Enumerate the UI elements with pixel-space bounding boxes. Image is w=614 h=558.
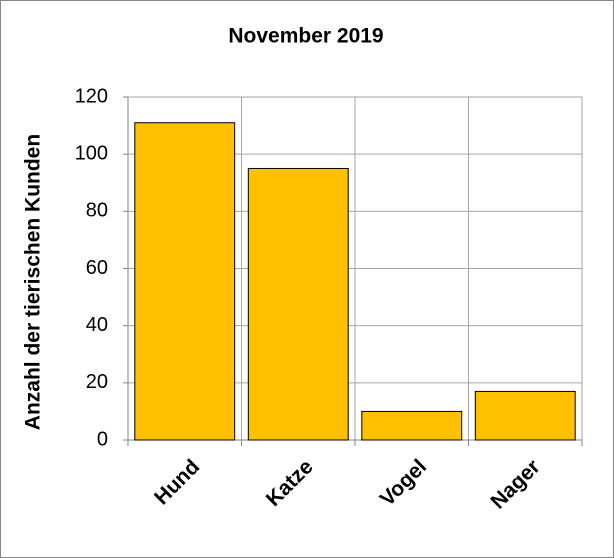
y-tick-label: 60 [86, 257, 108, 279]
y-tick-label: 0 [97, 428, 108, 450]
y-tick-label: 100 [75, 142, 108, 164]
y-tick-label: 80 [86, 200, 108, 222]
bar [361, 410, 463, 441]
y-tick-label: 20 [86, 371, 108, 393]
y-tick-label: 120 [75, 85, 108, 107]
bar [247, 167, 349, 441]
y-tick-label: 40 [86, 314, 108, 336]
bar [474, 390, 576, 441]
bar [134, 122, 236, 441]
y-axis-label: Anzahl der tierischen Kunden [22, 134, 45, 430]
chart-title: November 2019 [228, 25, 383, 48]
